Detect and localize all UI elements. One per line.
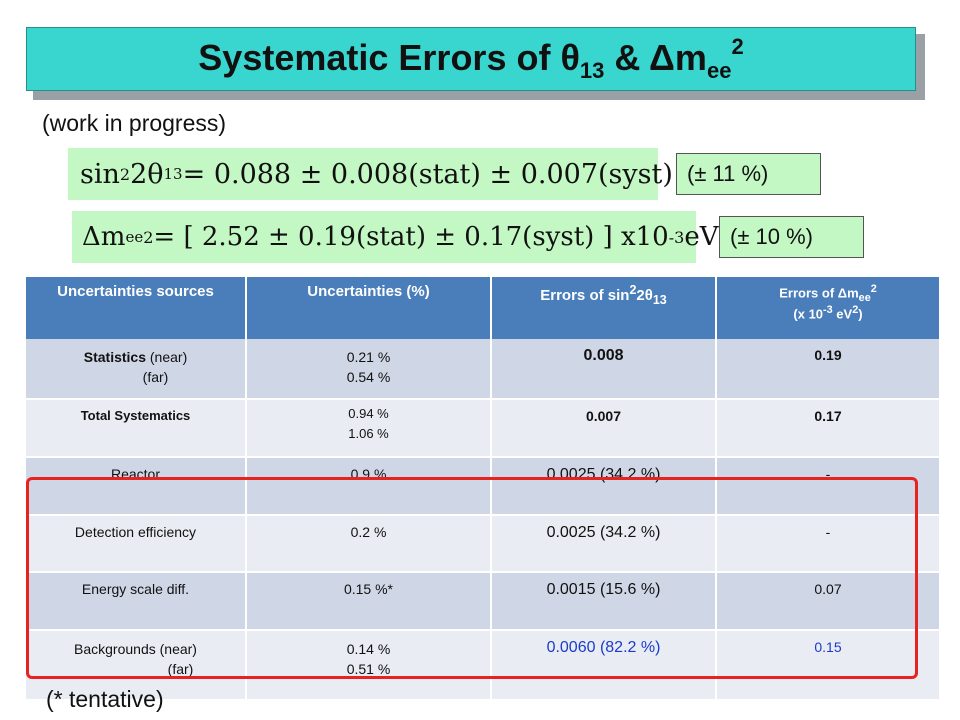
cell-error-theta: 0.007 <box>491 399 717 458</box>
cell-uncertainty: 0.94 % 1.06 % <box>246 399 492 458</box>
slide-title: Systematic Errors of θ13 & Δmee2 <box>198 34 744 83</box>
cell-error-theta: 0.0015 (15.6 %) <box>491 572 717 631</box>
header-uncertainties: Uncertainties (%) <box>246 277 492 339</box>
theta13-equation: sin 2 2θ 13 = 0.088 ± 0.008(stat) ± 0.007(s… <box>68 148 673 200</box>
table-row-energy-scale: Energy scale diff. 0.15 %* 0.0015 (15.6 … <box>26 572 941 631</box>
dmee-percent-box: (± 10 %) <box>719 216 864 258</box>
table-row-statistics: Statistics (near) (far) 0.21 % 0.54 % 0.00… <box>26 339 941 400</box>
uncertainty-table: Uncertainties sources Uncertainties (%) … <box>26 277 941 701</box>
cell-error-dmee: 0.15 <box>716 630 941 701</box>
cell-uncertainty: 0.2 % <box>246 515 492 573</box>
cell-error-dmee: 0.07 <box>716 572 941 631</box>
cell-source: Statistics (near) (far) <box>26 339 247 400</box>
work-in-progress-note: (work in progress) <box>42 110 227 136</box>
cell-source: Total Systematics <box>26 399 247 458</box>
cell-uncertainty: 0.14 % 0.51 % <box>246 630 492 701</box>
cell-source: Reactor <box>26 457 247 516</box>
cell-error-dmee: - <box>716 515 941 573</box>
cell-uncertainty: 0.9 % <box>246 457 492 516</box>
cell-error-theta: 0.0025 (34.2 %) <box>491 457 717 516</box>
header-errors-theta: Errors of sin22θ13 <box>491 277 717 339</box>
cell-error-theta: 0.008 <box>491 339 717 400</box>
cell-error-dmee: 0.17 <box>716 399 941 458</box>
table-header-row: Uncertainties sources Uncertainties (%) … <box>26 277 941 339</box>
table-row-total-systematics: Total Systematics 0.94 % 1.06 % 0.007 0.1… <box>26 399 941 458</box>
table-row-reactor: Reactor 0.9 % 0.0025 (34.2 %) - <box>26 457 941 516</box>
table-row-detection-efficiency: Detection efficiency 0.2 % 0.0025 (34.2 … <box>26 515 941 573</box>
tentative-note: (* tentative) <box>46 686 164 712</box>
header-sources: Uncertainties sources <box>26 277 247 339</box>
theta13-percent-box: (± 11 %) <box>676 153 821 195</box>
cell-uncertainty: 0.21 % 0.54 % <box>246 339 492 400</box>
cell-error-theta: 0.0060 (82.2 %) <box>491 630 717 701</box>
cell-error-dmee: 0.19 <box>716 339 941 400</box>
cell-source: Detection efficiency <box>26 515 247 573</box>
cell-source: Energy scale diff. <box>26 572 247 631</box>
cell-source: Backgrounds (near) (far) <box>26 630 247 701</box>
header-errors-dmee: Errors of Δmee2 (x 10-3 eV2) <box>716 277 941 339</box>
table-row-backgrounds: Backgrounds (near) (far) 0.14 % 0.51 % 0.0… <box>26 630 941 701</box>
dmee-equation: Δm ee 2 = [ 2.52 ± 0.19(stat) ± 0.17(syst)… <box>72 211 729 263</box>
cell-error-dmee: - <box>716 457 941 516</box>
cell-error-theta: 0.0025 (34.2 %) <box>491 515 717 573</box>
title-banner: Systematic Errors of θ13 & Δmee2 <box>26 27 916 91</box>
cell-uncertainty: 0.15 %* <box>246 572 492 631</box>
